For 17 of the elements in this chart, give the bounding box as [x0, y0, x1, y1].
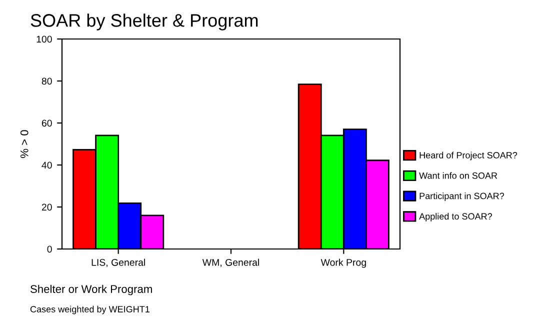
legend-label: Participant in SOAR?	[420, 192, 504, 201]
legend-label: Heard of Project SOAR?	[420, 152, 518, 160]
x-tick-label: LIS, General	[92, 258, 145, 268]
y-tick-label: 100	[36, 36, 52, 43]
x-tick-label: Work Prog	[320, 258, 366, 268]
chart-title: SOAR by Shelter & Program	[30, 14, 258, 30]
y-tick-label: 60	[42, 120, 52, 127]
x-axis-title: Shelter or Work Program	[30, 284, 152, 296]
y-tick-label: 0	[47, 246, 52, 253]
y-axis-title: % > 0	[20, 130, 28, 158]
y-tick-label: 40	[42, 162, 52, 169]
y-tick-label: 20	[42, 204, 52, 211]
text: Cases weighted by WEIGHT1	[30, 306, 150, 314]
legend-label: Want info on SOAR	[419, 172, 498, 179]
legend-label: Applied to SOAR?	[419, 212, 492, 222]
y-tick-label: 80	[42, 78, 52, 85]
x-tick-label: WM, General	[202, 258, 259, 268]
